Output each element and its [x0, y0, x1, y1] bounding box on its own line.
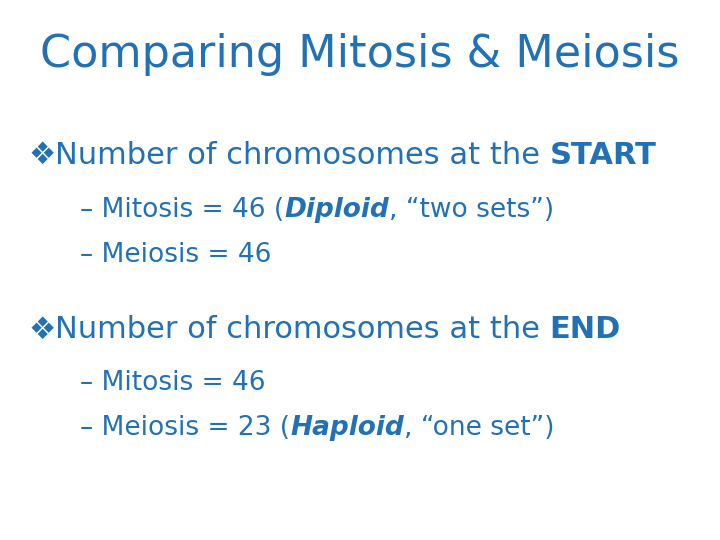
Text: , “two sets”): , “two sets”): [389, 197, 554, 223]
Text: END: END: [550, 315, 621, 345]
Text: – Mitosis = 46: – Mitosis = 46: [80, 370, 266, 396]
Text: START: START: [550, 140, 657, 170]
Text: – Mitosis = 46 (: – Mitosis = 46 (: [80, 197, 284, 223]
Text: – Meiosis = 23 (: – Meiosis = 23 (: [80, 415, 290, 441]
Text: Haploid: Haploid: [290, 415, 404, 441]
Text: ❖: ❖: [28, 140, 55, 170]
Text: – Meiosis = 46: – Meiosis = 46: [80, 242, 271, 268]
Text: Diploid: Diploid: [284, 197, 389, 223]
Text: , “one set”): , “one set”): [404, 415, 554, 441]
Text: Number of chromosomes at the: Number of chromosomes at the: [55, 140, 550, 170]
Text: ❖: ❖: [28, 315, 55, 345]
Text: Number of chromosomes at the: Number of chromosomes at the: [55, 315, 550, 345]
Text: Comparing Mitosis & Meiosis: Comparing Mitosis & Meiosis: [40, 33, 680, 77]
